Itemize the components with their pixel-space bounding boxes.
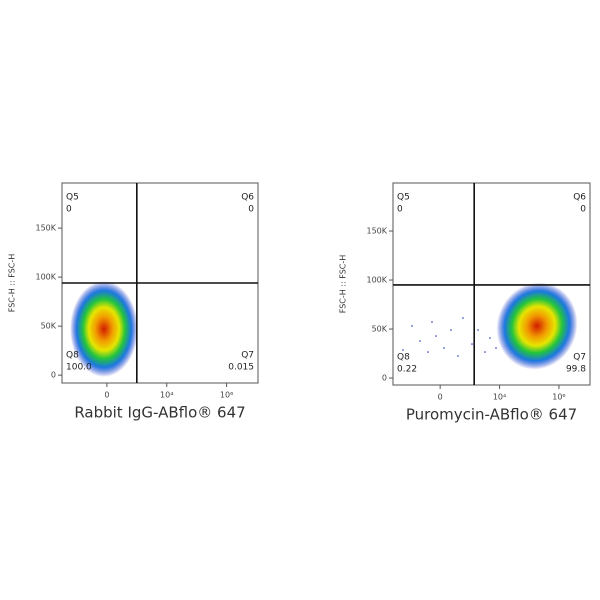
y-tick-label: 100K — [366, 276, 387, 285]
x-axis-title: Rabbit IgG-ABflo® 647 — [74, 404, 245, 422]
density-cloud — [402, 282, 578, 370]
quadrant-value: 0 — [248, 205, 254, 215]
y-tick-label: 150K — [35, 224, 56, 233]
density-cloud — [70, 281, 138, 377]
y-tick-label: 0 — [382, 374, 387, 383]
plot-frame — [392, 182, 591, 386]
y-axis-title: FSC-H :: FSC-H — [339, 255, 348, 314]
quadrant-value: 0 — [580, 205, 586, 215]
quadrant-name: Q7 — [573, 353, 586, 363]
quadrant-value: 0 — [397, 205, 403, 215]
y-tick-label: 50K — [41, 322, 57, 331]
quadrant-value: 0.015 — [228, 363, 254, 373]
quadrant-name: Q6 — [241, 193, 254, 203]
quadrant-name: Q5 — [66, 193, 79, 203]
x-axis-title: Puromycin-ABflo® 647 — [406, 406, 577, 424]
x-tick-label: 10⁴ — [493, 393, 506, 402]
x-tick-label: 0 — [104, 391, 109, 400]
quadrant-value: 0 — [66, 205, 72, 215]
y-tick-label: 150K — [366, 227, 387, 236]
y-tick-label: 0 — [51, 371, 56, 380]
quadrant-name: Q5 — [397, 193, 410, 203]
quadrant-name: Q8 — [397, 353, 410, 363]
quadrant-value: 0.22 — [397, 365, 417, 375]
x-tick-label: 10⁴ — [160, 391, 173, 400]
quadrant-value: 99.8 — [566, 365, 586, 375]
quadrant-name: Q7 — [241, 351, 254, 361]
y-tick-label: 100K — [35, 273, 56, 282]
quadrant-name: Q8 — [66, 351, 79, 361]
x-tick-label: 10⁶ — [552, 393, 565, 402]
x-tick-label: 10⁶ — [220, 391, 233, 400]
y-axis-title: FSC-H :: FSC-H — [8, 254, 17, 313]
x-tick-label: 0 — [438, 393, 443, 402]
quadrant-name: Q6 — [573, 193, 586, 203]
y-tick-label: 50K — [372, 325, 388, 334]
quadrant-value: 100.0 — [66, 363, 92, 373]
